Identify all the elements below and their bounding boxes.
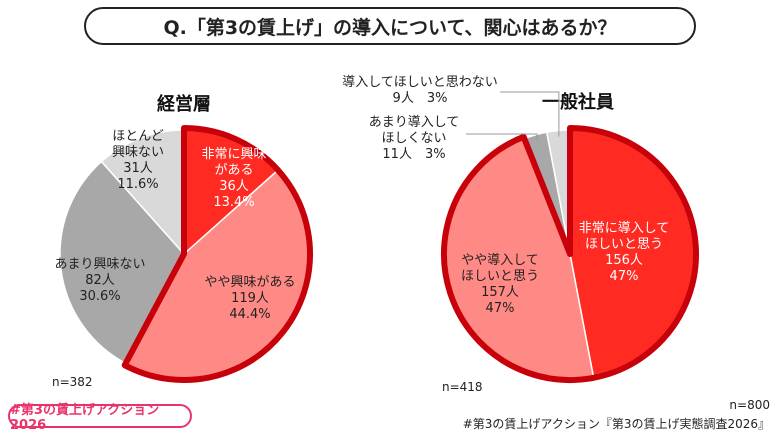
pie2-slice-3-leader-line <box>466 133 538 141</box>
pie1-slice-3-label: あまり興味ない 82人 30.6% <box>54 257 145 304</box>
pie1-slice-3 <box>59 160 185 365</box>
pie2-n-label: n=418 <box>442 380 483 394</box>
pie1-n-label: n=382 <box>52 375 93 389</box>
campaign-badge: #第3の賃上げアクション2026 <box>8 403 192 433</box>
pie2-slice-4-leader-line <box>500 91 560 137</box>
pie1-title: 経営層 <box>157 93 211 115</box>
source-note: #第3の賃上げアクション『第3の賃上げ実態調査2026』 <box>462 417 770 431</box>
pie2-title: 一般社員 <box>542 91 614 113</box>
pie2-slice-2-label: やや導入してほしいと思う 157人 47% <box>461 253 539 316</box>
question-title-text: Q.「第3の賃上げ」の導入について、関心はあるか？ <box>163 16 617 39</box>
pie1-slice-2-label: やや興味がある 119人 44.4% <box>204 275 295 322</box>
campaign-badge-text: #第3の賃上げアクション2026 <box>10 403 160 433</box>
pie1-slice-4-label: ほとんど興味ない 31人 11.6% <box>112 129 164 192</box>
pie1-slice-4 <box>100 129 185 256</box>
pie2-slice-1-label: 非常に導入してほしいと思う 156人 47% <box>579 221 670 284</box>
pie2-slice-4-label: 導入してほしいと思わない 9人 3% <box>342 75 498 106</box>
total-n-label: n=800 <box>729 398 770 412</box>
question-title: Q.「第3の賃上げ」の導入について、関心はあるか？ <box>84 7 696 45</box>
pie1-slice-1-label: 非常に興味がある 36人 13.4% <box>201 147 266 210</box>
pie1-highlight-outline <box>121 125 313 383</box>
pie2-slice-3-label: あまり導入してほしくない 11人 3% <box>369 115 460 162</box>
pie2-highlight-outline <box>441 125 699 383</box>
